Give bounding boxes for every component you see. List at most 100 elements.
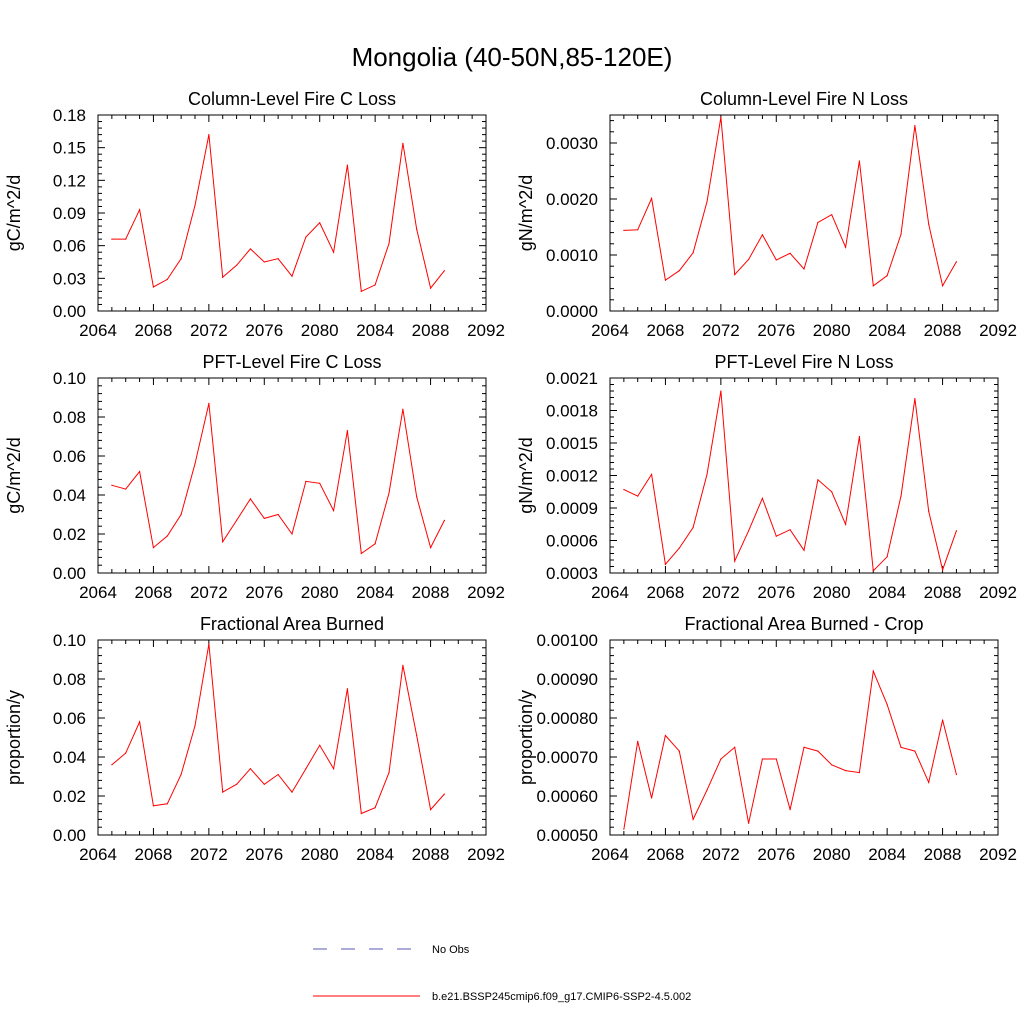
y-tick-label: 0.00 [53,564,86,583]
data-point [416,734,418,737]
data-point [928,781,930,783]
data-point [831,491,833,493]
data-point [346,164,349,166]
data-point [111,238,113,240]
data-point [125,488,127,490]
plot-frame [97,377,487,574]
chart-panel-5: Fractional Area Burned proportion/y 2064 20… [4,614,505,864]
x-tick-label: 2084 [868,583,906,602]
legend: No Obs b.e21.BSSP245cmip6.f09_g17.CMIP6-… [313,944,691,1003]
data-point [166,278,168,281]
data-point [817,479,819,481]
data-point [637,740,639,743]
x-tick-label: 2092 [979,321,1017,340]
data-point [222,276,224,278]
data-point [955,773,958,776]
y-axis-label: gN/m^2/d [516,175,536,251]
data-point [747,822,750,824]
data-point [761,497,764,499]
x-tick-label: 2076 [245,583,283,602]
x-tick-label: 2072 [190,321,228,340]
x-tick-label: 2088 [412,321,450,340]
y-tick-label: 0.10 [53,369,86,388]
data-point [125,752,127,754]
x-tick-label: 2076 [757,321,795,340]
y-tick-label: 0.0003 [546,564,598,583]
data-point [775,758,777,760]
plot-frame [609,114,999,312]
x-tick-label: 2072 [702,583,740,602]
y-tick-label: 0.06 [53,237,86,256]
data-point [249,498,252,500]
data-point [692,818,694,821]
data-point [761,234,764,236]
y-tick-label: 0.09 [53,204,86,223]
data-point [623,229,625,231]
data-point [914,125,916,127]
data-point [138,471,141,473]
x-tick-label: 2088 [412,845,450,864]
data-point [374,807,376,809]
y-tick-label: 0.00 [53,826,86,845]
data-point [775,535,777,537]
data-point [319,744,321,746]
x-tick-label: 2084 [356,321,394,340]
data-point [166,535,168,537]
data-point [706,473,708,476]
x-tick-label: 2064 [79,845,117,864]
data-point [928,510,930,512]
data-point [277,513,279,516]
data-point [720,758,722,760]
y-axis-label: gC/m^2/d [4,437,24,513]
data-point [886,556,888,558]
y-tick-label: 0.0030 [546,134,598,153]
y-tick-label: 0.06 [53,447,86,466]
y-tick-label: 0.0009 [546,499,598,518]
data-point [208,402,210,404]
data-point [388,492,390,494]
data-point [208,643,210,645]
y-tick-label: 0.15 [53,139,86,158]
data-point [720,390,722,392]
legend-obs-label: No Obs [432,944,470,956]
series-line [111,134,445,293]
data-point [692,252,694,254]
data-point [692,526,694,529]
y-tick-label: 0.00090 [537,670,598,689]
x-tick-label: 2072 [702,845,740,864]
chart-panel-6: Fractional Area Burned - Crop proportion/… [516,614,1017,864]
data-point [402,664,404,666]
data-point [374,543,376,545]
data-point [650,797,653,799]
data-point [872,285,874,287]
y-tick-label: 0.0000 [546,302,598,321]
x-tick-label: 2088 [924,321,962,340]
data-point [443,519,446,521]
y-tick-label: 0.0018 [546,402,598,421]
data-point [941,719,944,721]
data-point [374,284,376,286]
data-point [332,251,335,253]
data-point [388,242,390,245]
data-point [886,275,888,277]
data-point [955,261,958,263]
data-point [138,721,141,723]
data-point [360,812,362,815]
data-point [678,547,680,549]
data-point [706,201,708,203]
data-point [111,764,113,766]
y-tick-label: 0.06 [53,709,86,728]
data-point [332,510,335,512]
x-tick-label: 2092 [467,321,505,340]
figure-title: Mongolia (40-50N,85-120E) [352,42,673,72]
data-point [125,238,127,240]
y-tick-label: 0.00 [53,302,86,321]
data-point [623,488,625,491]
data-point [222,791,224,793]
y-tick-label: 0.0010 [546,246,598,265]
data-point [817,221,819,224]
x-tick-label: 2064 [591,321,629,340]
y-tick-label: 0.02 [53,525,86,544]
y-tick-label: 0.0012 [546,467,598,486]
